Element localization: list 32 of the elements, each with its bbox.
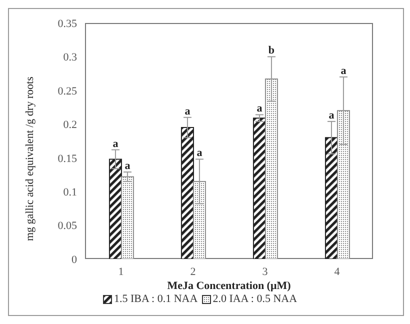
data-label: a (124, 160, 131, 172)
y-tick-label: 0.3 (63, 52, 78, 64)
legend-label: 2.0 IAA : 0.5 NAA (212, 293, 298, 305)
bar (192, 180, 206, 259)
x-axis-title: MeJa Concentration (μM) (167, 280, 292, 292)
data-label: a (340, 64, 347, 77)
data-label: a (256, 102, 263, 115)
y-tick-label: 0.1 (63, 186, 77, 198)
bar (336, 110, 350, 259)
legend-label: 1.5 IBA : 0.1 NAA (114, 293, 198, 305)
bar (264, 78, 278, 259)
data-label: a (328, 109, 335, 122)
y-tick-label: 0 (72, 254, 78, 266)
x-tick-label: 2 (190, 266, 196, 278)
x-tick-label: 4 (334, 266, 340, 278)
bar (252, 118, 266, 259)
x-tick-label: 1 (118, 266, 124, 278)
bar (120, 176, 134, 259)
bar (324, 137, 338, 259)
y-tick-label: 0.15 (58, 152, 78, 165)
y-tick-label: 0.25 (58, 85, 78, 98)
bar (180, 127, 194, 259)
y-axis-title: mg gallic acid equivalent /g dry roots (24, 76, 36, 241)
data-label: a (184, 105, 191, 118)
y-tick-label: 0.05 (58, 220, 78, 232)
data-label: a (112, 138, 119, 150)
y-tick-label: 0.35 (58, 18, 78, 30)
x-tick-label: 3 (262, 266, 268, 278)
y-tick-label: 0.2 (63, 119, 77, 132)
data-label: a (196, 147, 203, 160)
data-label: b (268, 44, 275, 57)
bar (108, 158, 122, 259)
